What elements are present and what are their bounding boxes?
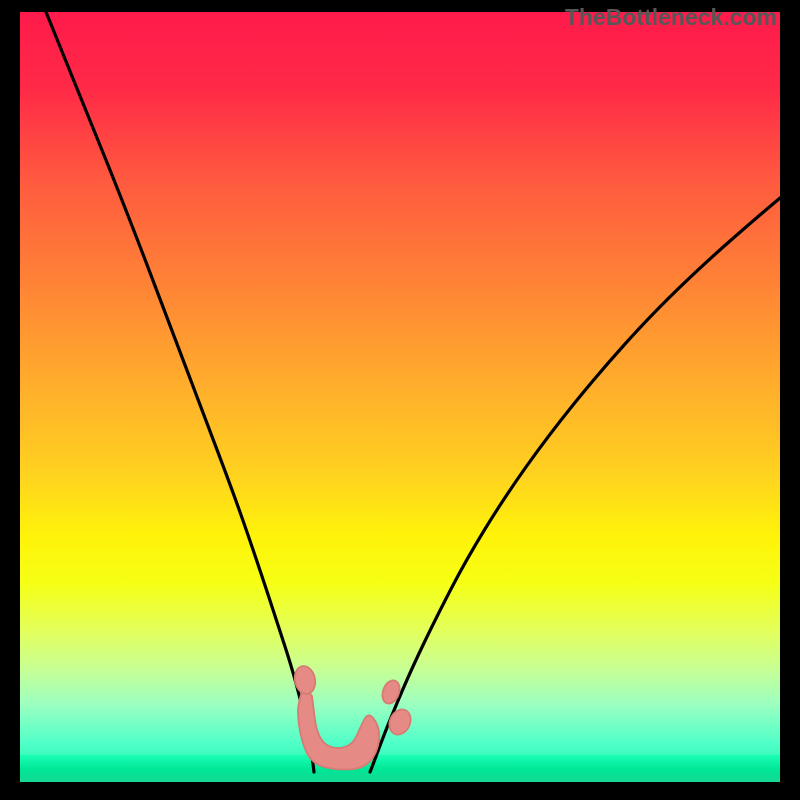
- salmon-right-mid-blob: [385, 706, 414, 738]
- salmon-u-shape: [298, 686, 379, 770]
- watermark-text: TheBottleneck.com: [565, 4, 777, 31]
- plot-area: [20, 12, 780, 782]
- salmon-left-blob: [292, 664, 317, 696]
- chart-svg: [20, 12, 780, 782]
- left-curve: [46, 12, 314, 772]
- right-curve: [370, 198, 780, 772]
